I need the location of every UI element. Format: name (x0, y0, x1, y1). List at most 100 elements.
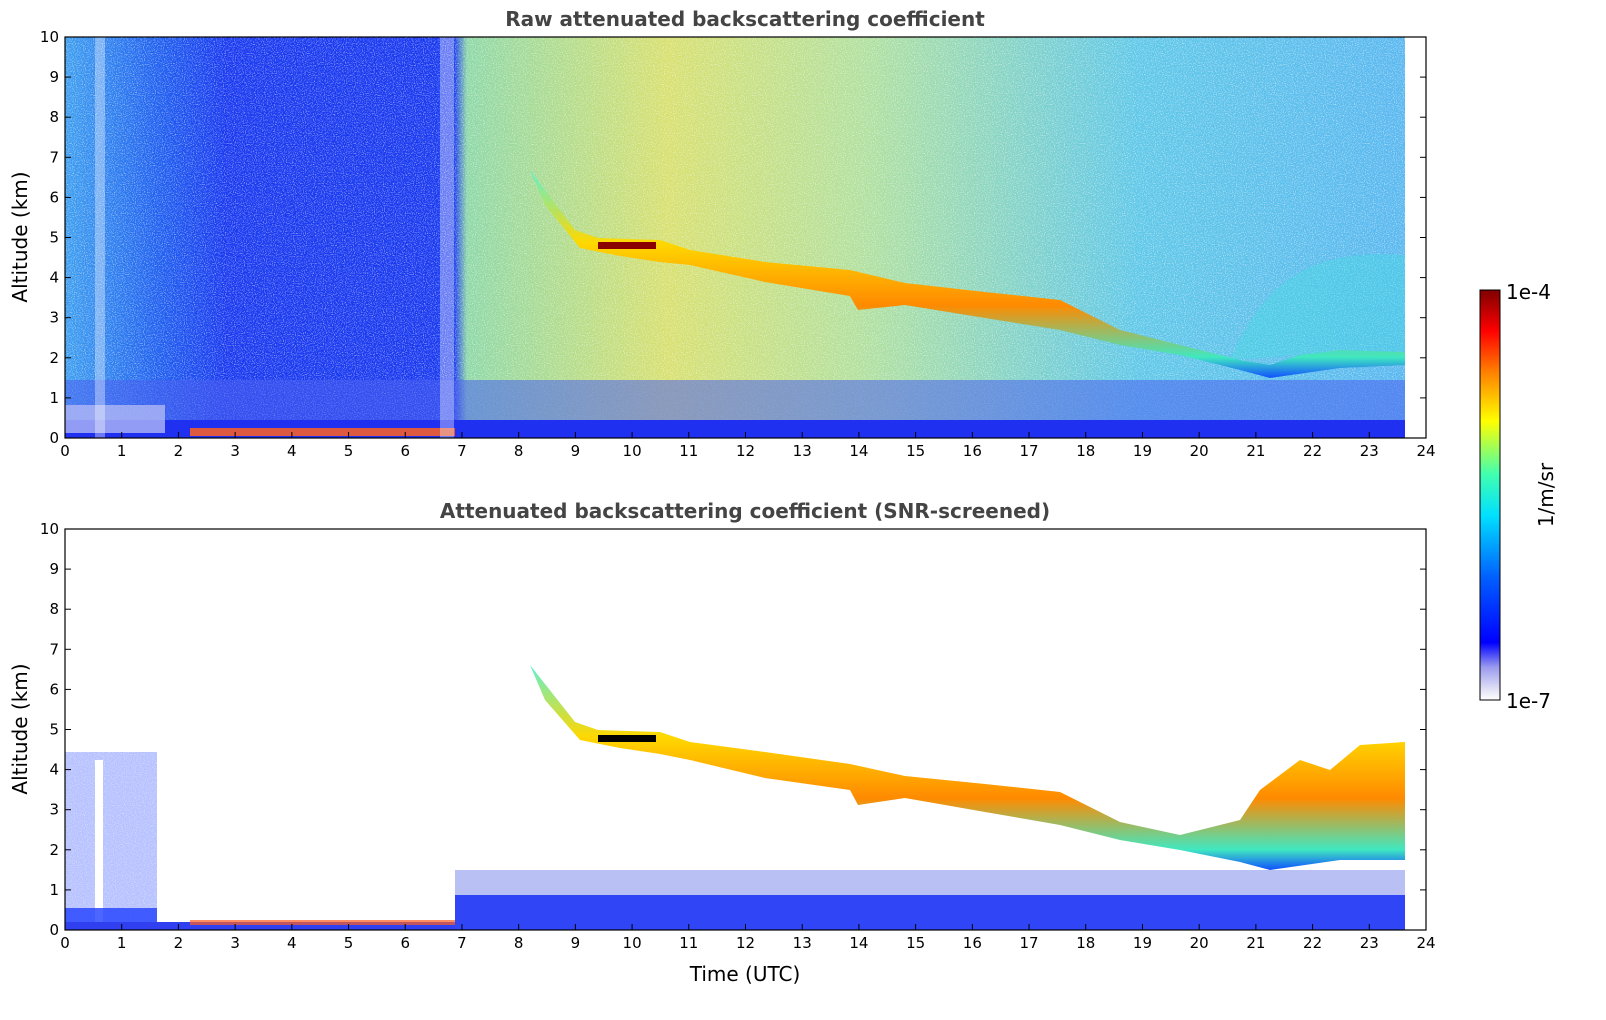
raw-late-plume (1230, 254, 1405, 360)
x-tick-label: 20 (1190, 442, 1209, 460)
x-tick-label: 5 (344, 934, 354, 952)
x-tick-label: 17 (1019, 934, 1038, 952)
y-tick-label: 7 (49, 640, 59, 658)
screened-cloud-layer (530, 665, 1405, 870)
colorbar-units-label: 1/m/sr (1534, 462, 1558, 527)
y-tick-label: 6 (49, 680, 59, 698)
colorbar-max-label: 1e-4 (1506, 280, 1551, 304)
x-tick-label: 21 (1246, 442, 1265, 460)
x-tick-label: 9 (571, 934, 581, 952)
y-tick-label: 8 (49, 600, 59, 618)
x-tick-label: 11 (679, 934, 698, 952)
raw-early-bl (65, 405, 165, 433)
raw-heatmap (65, 37, 1426, 438)
x-tick-label: 19 (1133, 442, 1152, 460)
y-tick-label: 3 (49, 801, 59, 819)
x-tick-label: 9 (571, 442, 581, 460)
y-tick-label: 9 (49, 560, 59, 578)
x-tick-label: 24 (1416, 934, 1435, 952)
x-tick-label: 1 (117, 934, 127, 952)
x-tick-label: 23 (1360, 442, 1379, 460)
x-tick-label: 18 (1076, 442, 1095, 460)
x-tick-label: 22 (1303, 442, 1322, 460)
x-tick-label: 4 (287, 442, 297, 460)
x-tick-label: 16 (963, 442, 982, 460)
x-tick-label: 6 (400, 442, 410, 460)
screened-axis-ticks: 0 1 2 3 4 5 6 7 8 9 10 11 12 13 14 15 16 17 18 19 20 21 22 23 24… (40, 520, 1436, 952)
raw-no-data (1405, 37, 1426, 438)
x-tick-label: 18 (1076, 934, 1095, 952)
x-tick-label: 15 (906, 934, 925, 952)
x-tick-label: 10 (623, 442, 642, 460)
y-tick-label: 8 (49, 108, 59, 126)
y-tick-label: 5 (49, 721, 59, 739)
x-tick-label: 19 (1133, 934, 1152, 952)
colorbar-gradient (1479, 289, 1501, 701)
screened-early-speckle (65, 752, 157, 930)
raw-cloud-layer (530, 170, 1405, 378)
x-tick-label: 13 (793, 934, 812, 952)
y-tick-label: 3 (49, 309, 59, 327)
y-tick-label: 4 (49, 761, 59, 779)
y-tick-label: 2 (49, 841, 59, 859)
y-tick-label: 1 (49, 881, 59, 899)
raw-surface-hot-line (190, 428, 455, 436)
y-tick-label: 5 (49, 229, 59, 247)
x-tick-label: 11 (679, 442, 698, 460)
y-tick-label: 10 (40, 520, 59, 538)
y-tick-label: 6 (49, 188, 59, 206)
x-tick-label: 24 (1416, 442, 1435, 460)
panel-screened: Attenuated backscattering coefficient (S… (8, 499, 1436, 986)
x-tick-label: 22 (1303, 934, 1322, 952)
x-tick-label: 12 (736, 442, 755, 460)
screened-panel-title: Attenuated backscattering coefficient (S… (440, 499, 1050, 523)
x-tick-label: 16 (963, 934, 982, 952)
x-tick-label: 23 (1360, 934, 1379, 952)
x-tick-label: 8 (514, 934, 524, 952)
x-tick-label: 14 (849, 934, 868, 952)
x-tick-label: 6 (400, 934, 410, 952)
x-tick-label: 0 (60, 442, 70, 460)
y-tick-label: 7 (49, 148, 59, 166)
raw-gap-2 (440, 37, 454, 438)
raw-axis-ticks: 0 1 2 3 4 5 6 7 8 9 10 11 12 13 14 15 16 17 18 19 20 21 22 23 24… (40, 28, 1436, 460)
y-tick-label: 10 (40, 28, 59, 46)
y-tick-label: 0 (49, 429, 59, 447)
screened-heatmap (65, 529, 1426, 930)
y-tick-label: 4 (49, 269, 59, 287)
screened-saturated-segment (598, 735, 656, 742)
x-tick-label: 12 (736, 934, 755, 952)
screened-y-axis-label: Altitude (km) (8, 663, 32, 794)
screened-background (65, 529, 1426, 930)
x-tick-label: 1 (117, 442, 127, 460)
y-tick-label: 0 (49, 921, 59, 939)
x-tick-label: 10 (623, 934, 642, 952)
x-tick-label: 2 (174, 934, 184, 952)
raw-gap-1 (95, 37, 105, 438)
x-tick-label: 15 (906, 442, 925, 460)
x-tick-label: 7 (457, 934, 467, 952)
y-tick-label: 1 (49, 389, 59, 407)
x-axis-label: Time (UTC) (689, 962, 801, 986)
x-tick-label: 3 (230, 442, 240, 460)
panel-raw: Raw attenuated backscattering coefficien… (8, 7, 1436, 460)
raw-noise-speckle (65, 37, 1405, 438)
x-tick-label: 2 (174, 442, 184, 460)
screened-bl-lower (455, 895, 1405, 930)
screened-night-surface (65, 922, 455, 930)
y-tick-label: 2 (49, 349, 59, 367)
x-tick-label: 8 (514, 442, 524, 460)
x-tick-label: 14 (849, 442, 868, 460)
screened-surface-hot-line (190, 920, 455, 925)
x-tick-label: 0 (60, 934, 70, 952)
y-tick-label: 9 (49, 68, 59, 86)
x-tick-label: 20 (1190, 934, 1209, 952)
x-tick-label: 13 (793, 442, 812, 460)
colorbar-min-label: 1e-7 (1506, 689, 1551, 713)
colorbar: 1e-4 1e-7 1/m/sr (1479, 280, 1558, 713)
x-tick-label: 17 (1019, 442, 1038, 460)
raw-saturated-segment (598, 242, 656, 249)
raw-y-axis-label: Altitude (km) (8, 171, 32, 302)
x-tick-label: 4 (287, 934, 297, 952)
